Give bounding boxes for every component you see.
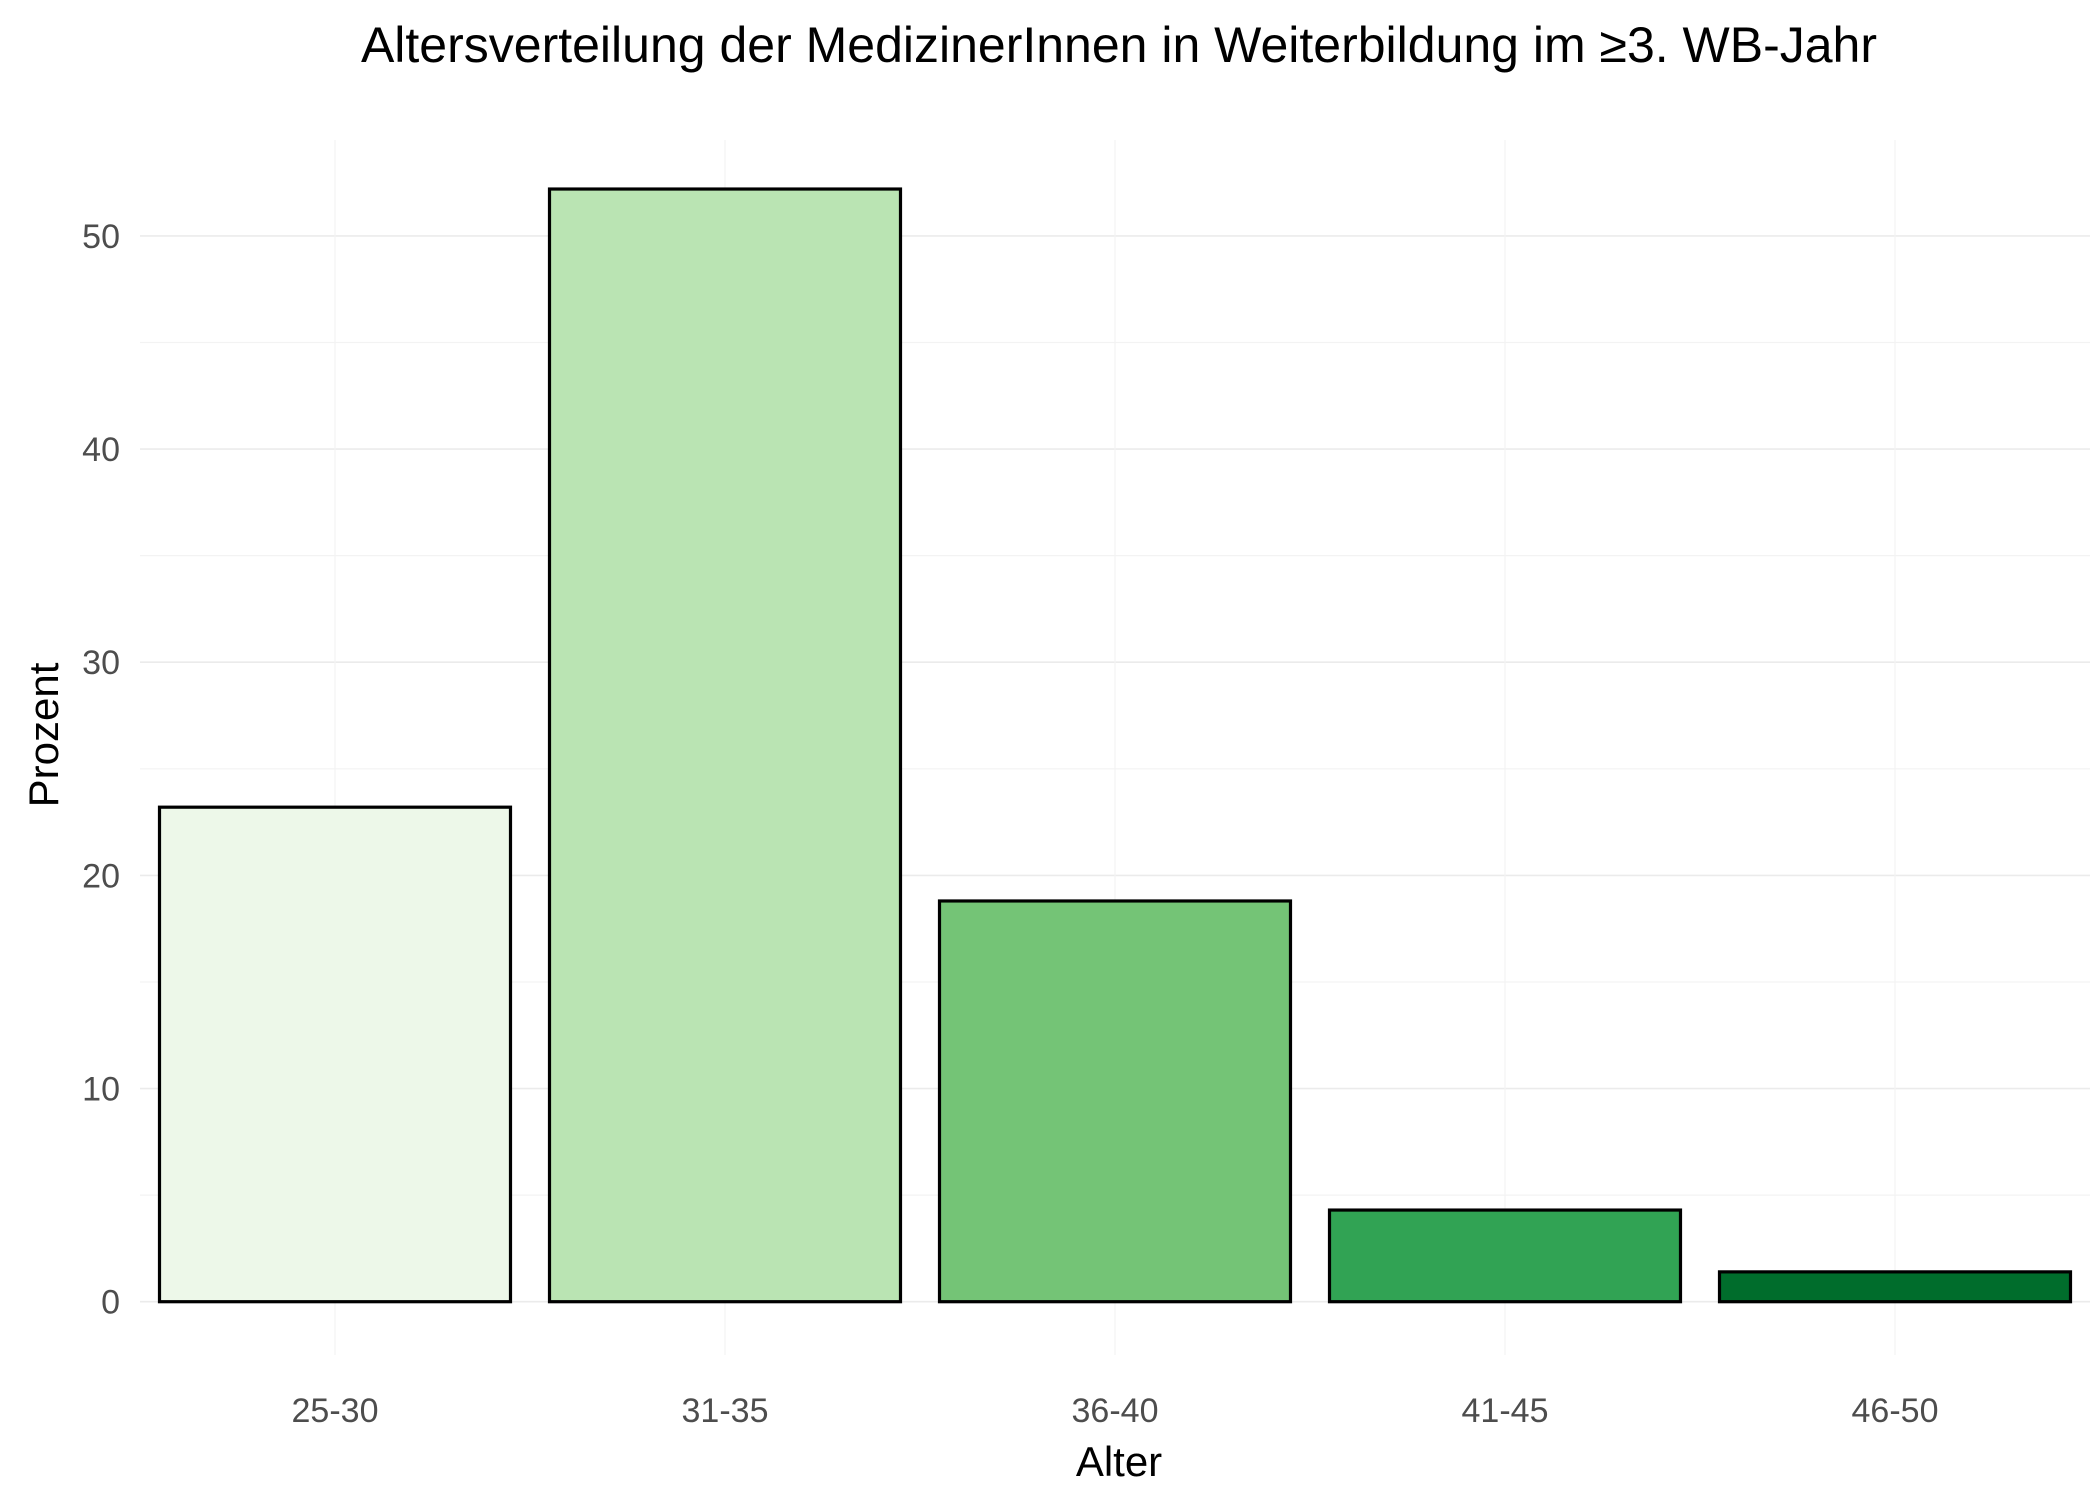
bar-41-45 (1327, 1208, 1683, 1304)
x-tick-label: 25-30 (292, 1392, 379, 1430)
x-tick-label: 31-35 (682, 1392, 769, 1430)
bars (157, 187, 2073, 1304)
y-tick-label: 50 (82, 218, 120, 256)
y-tick-label: 30 (82, 644, 120, 682)
x-tick-label: 41-45 (1462, 1392, 1549, 1430)
y-tick-label: 40 (82, 431, 120, 469)
bar-25-30 (157, 805, 513, 1304)
chart-title: Altersverteilung der MedizinerInnen in W… (361, 17, 1877, 73)
y-tick-label: 10 (82, 1071, 120, 1109)
bar-31-35 (547, 187, 903, 1304)
bar-36-40 (937, 899, 1293, 1304)
x-tick-label: 36-40 (1072, 1392, 1159, 1430)
x-tick-label: 46-50 (1852, 1392, 1939, 1430)
y-axis-title: Prozent (20, 662, 67, 807)
y-tick-label: 0 (101, 1284, 120, 1322)
bar-46-50 (1717, 1270, 2073, 1304)
y-tick-label: 20 (82, 857, 120, 895)
y-axis-ticks: 0 10 20 30 40 50 (82, 218, 120, 1322)
x-axis-title: Alter (1076, 1438, 1162, 1485)
x-axis-ticks: 25-30 31-35 36-40 41-45 46-50 (292, 1392, 1939, 1430)
